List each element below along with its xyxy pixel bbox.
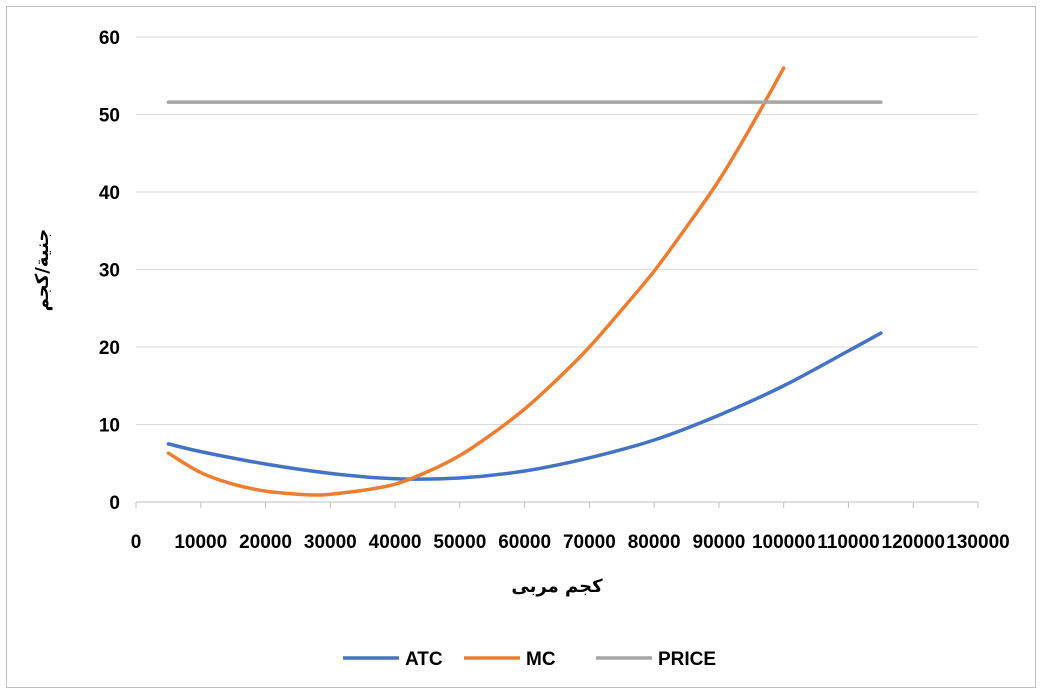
legend-label-atc: ATC — [405, 649, 443, 670]
y-tick-label-30: 30 — [99, 261, 120, 282]
y-axis-title: جنية/كجم — [32, 229, 53, 312]
x-tick-label-10000: 10000 — [174, 532, 227, 553]
y-tick-label-50: 50 — [99, 106, 120, 127]
x-tick-label-30000: 30000 — [304, 532, 357, 553]
x-axis-title: كجم مربى — [511, 576, 603, 597]
x-tick-label-120000: 120000 — [882, 532, 945, 553]
y-tick-label-20: 20 — [99, 338, 120, 359]
x-tick-label-20000: 20000 — [239, 532, 292, 553]
series-line-atc — [166, 331, 883, 481]
y-tick-label-40: 40 — [99, 183, 120, 204]
y-tick-label-60: 60 — [99, 28, 120, 49]
x-tick-label-110000: 110000 — [817, 532, 879, 553]
x-tick-label-80000: 80000 — [628, 532, 681, 553]
y-tick-label-10: 10 — [99, 416, 120, 437]
x-tick-label-100000: 100000 — [752, 532, 815, 553]
x-tick-label-90000: 90000 — [693, 532, 746, 553]
x-tick-label-0: 0 — [131, 532, 142, 553]
x-tick-label-130000: 130000 — [946, 532, 1009, 553]
legend-label-mc: MC — [526, 649, 556, 670]
x-tick-label-60000: 60000 — [498, 532, 551, 553]
x-tick-label-40000: 40000 — [369, 532, 422, 553]
x-tick-label-70000: 70000 — [563, 532, 616, 553]
legend-label-price: PRICE — [658, 649, 716, 670]
series-line-mc — [166, 66, 786, 497]
y-tick-label-0: 0 — [109, 493, 120, 514]
x-tick-label-50000: 50000 — [433, 532, 486, 553]
